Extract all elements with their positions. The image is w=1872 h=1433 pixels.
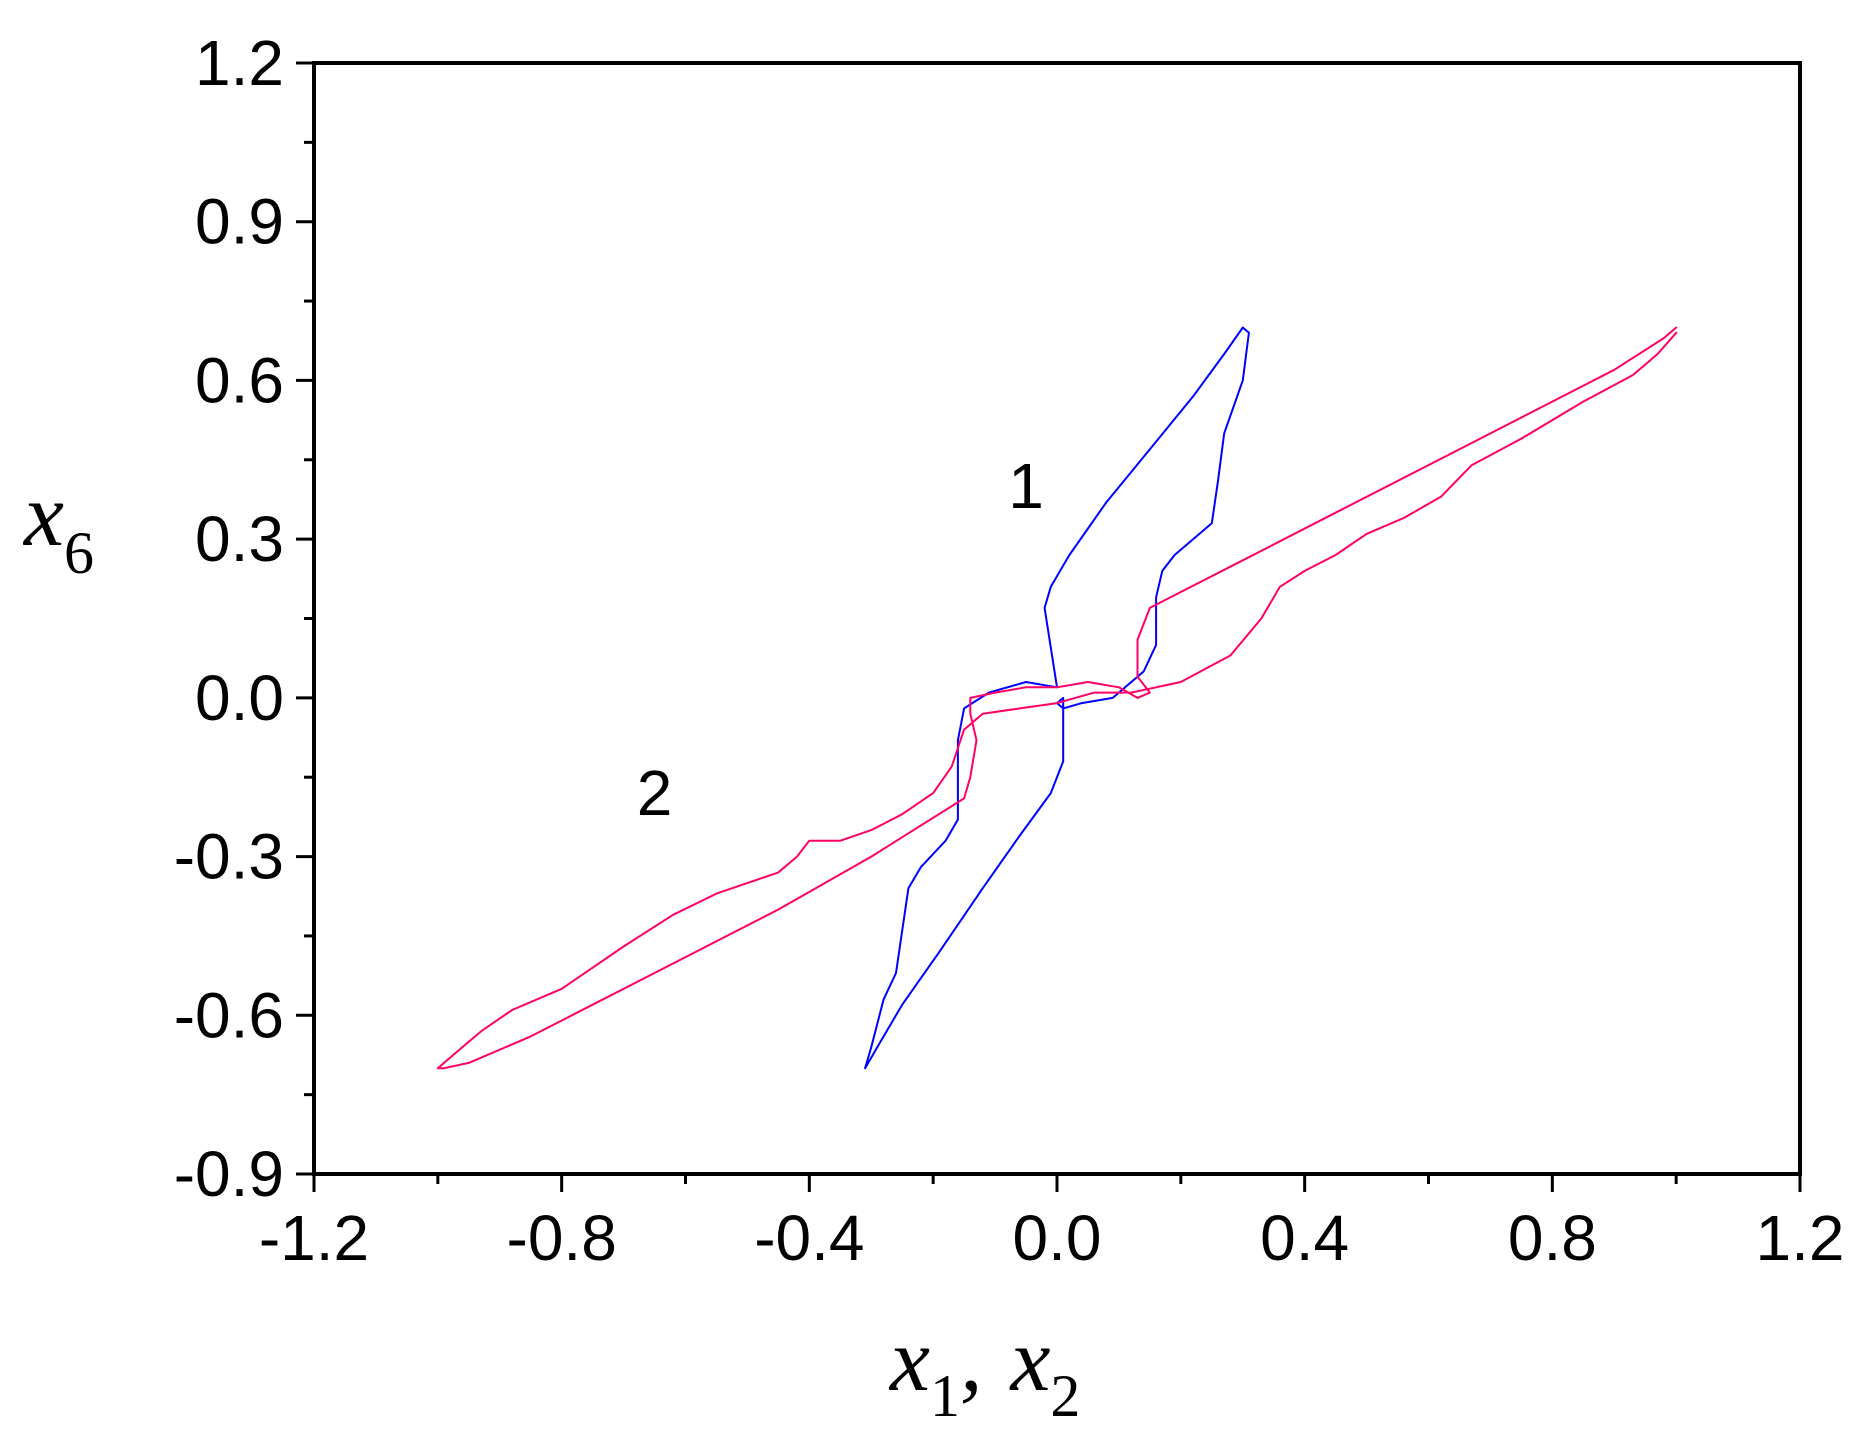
- y-tick-label: 1.2: [195, 27, 284, 99]
- plot-frame: [312, 61, 1802, 1176]
- y-tick-label: 0.9: [195, 186, 284, 258]
- x-axis-label-separator: ,: [960, 1311, 983, 1410]
- x-tick-label: 0.0: [1013, 1202, 1102, 1274]
- curves-layer: [436, 326, 1678, 1070]
- curve-annotation-1: 1: [1008, 450, 1044, 522]
- x-axis-label-base1: x: [888, 1311, 930, 1410]
- y-tick-label: -0.3: [174, 821, 284, 893]
- y-tick-label: -0.6: [174, 979, 284, 1051]
- curve-annotation-2: 2: [637, 757, 673, 829]
- y-tick-label: 0.0: [195, 662, 284, 734]
- y-tick-label: 0.3: [195, 503, 284, 575]
- x-tick-label: -1.2: [259, 1202, 369, 1274]
- x-axis-label-sub1: 1: [930, 1363, 960, 1428]
- y-axis-label: x6: [22, 466, 94, 586]
- x-axis-label-sub2: 2: [1050, 1363, 1080, 1428]
- y-tick-label: 0.6: [195, 344, 284, 416]
- x-tick-label: -0.8: [507, 1202, 617, 1274]
- series-1-curve: [864, 326, 1250, 1070]
- labels-layer: -1.2 -0.8 -0.4 0.0 0.4 0.8 1.2 -0.9 -0.6 -0.3 0.0 0…: [174, 27, 1845, 1274]
- y-tick-label: -0.9: [174, 1138, 284, 1210]
- x-axis-label-base2: x: [1008, 1311, 1050, 1410]
- x-axis-label: x1, x2: [888, 1311, 1080, 1428]
- x-tick-label: 0.4: [1260, 1202, 1349, 1274]
- y-axis-label-base: x: [22, 466, 64, 565]
- x-tick-label: -0.4: [754, 1202, 864, 1274]
- y-axis-label-sub: 6: [64, 520, 94, 586]
- series-2-curve: [436, 326, 1678, 1070]
- x-tick-label: 0.8: [1508, 1202, 1597, 1274]
- x-tick-label: 1.2: [1756, 1202, 1845, 1274]
